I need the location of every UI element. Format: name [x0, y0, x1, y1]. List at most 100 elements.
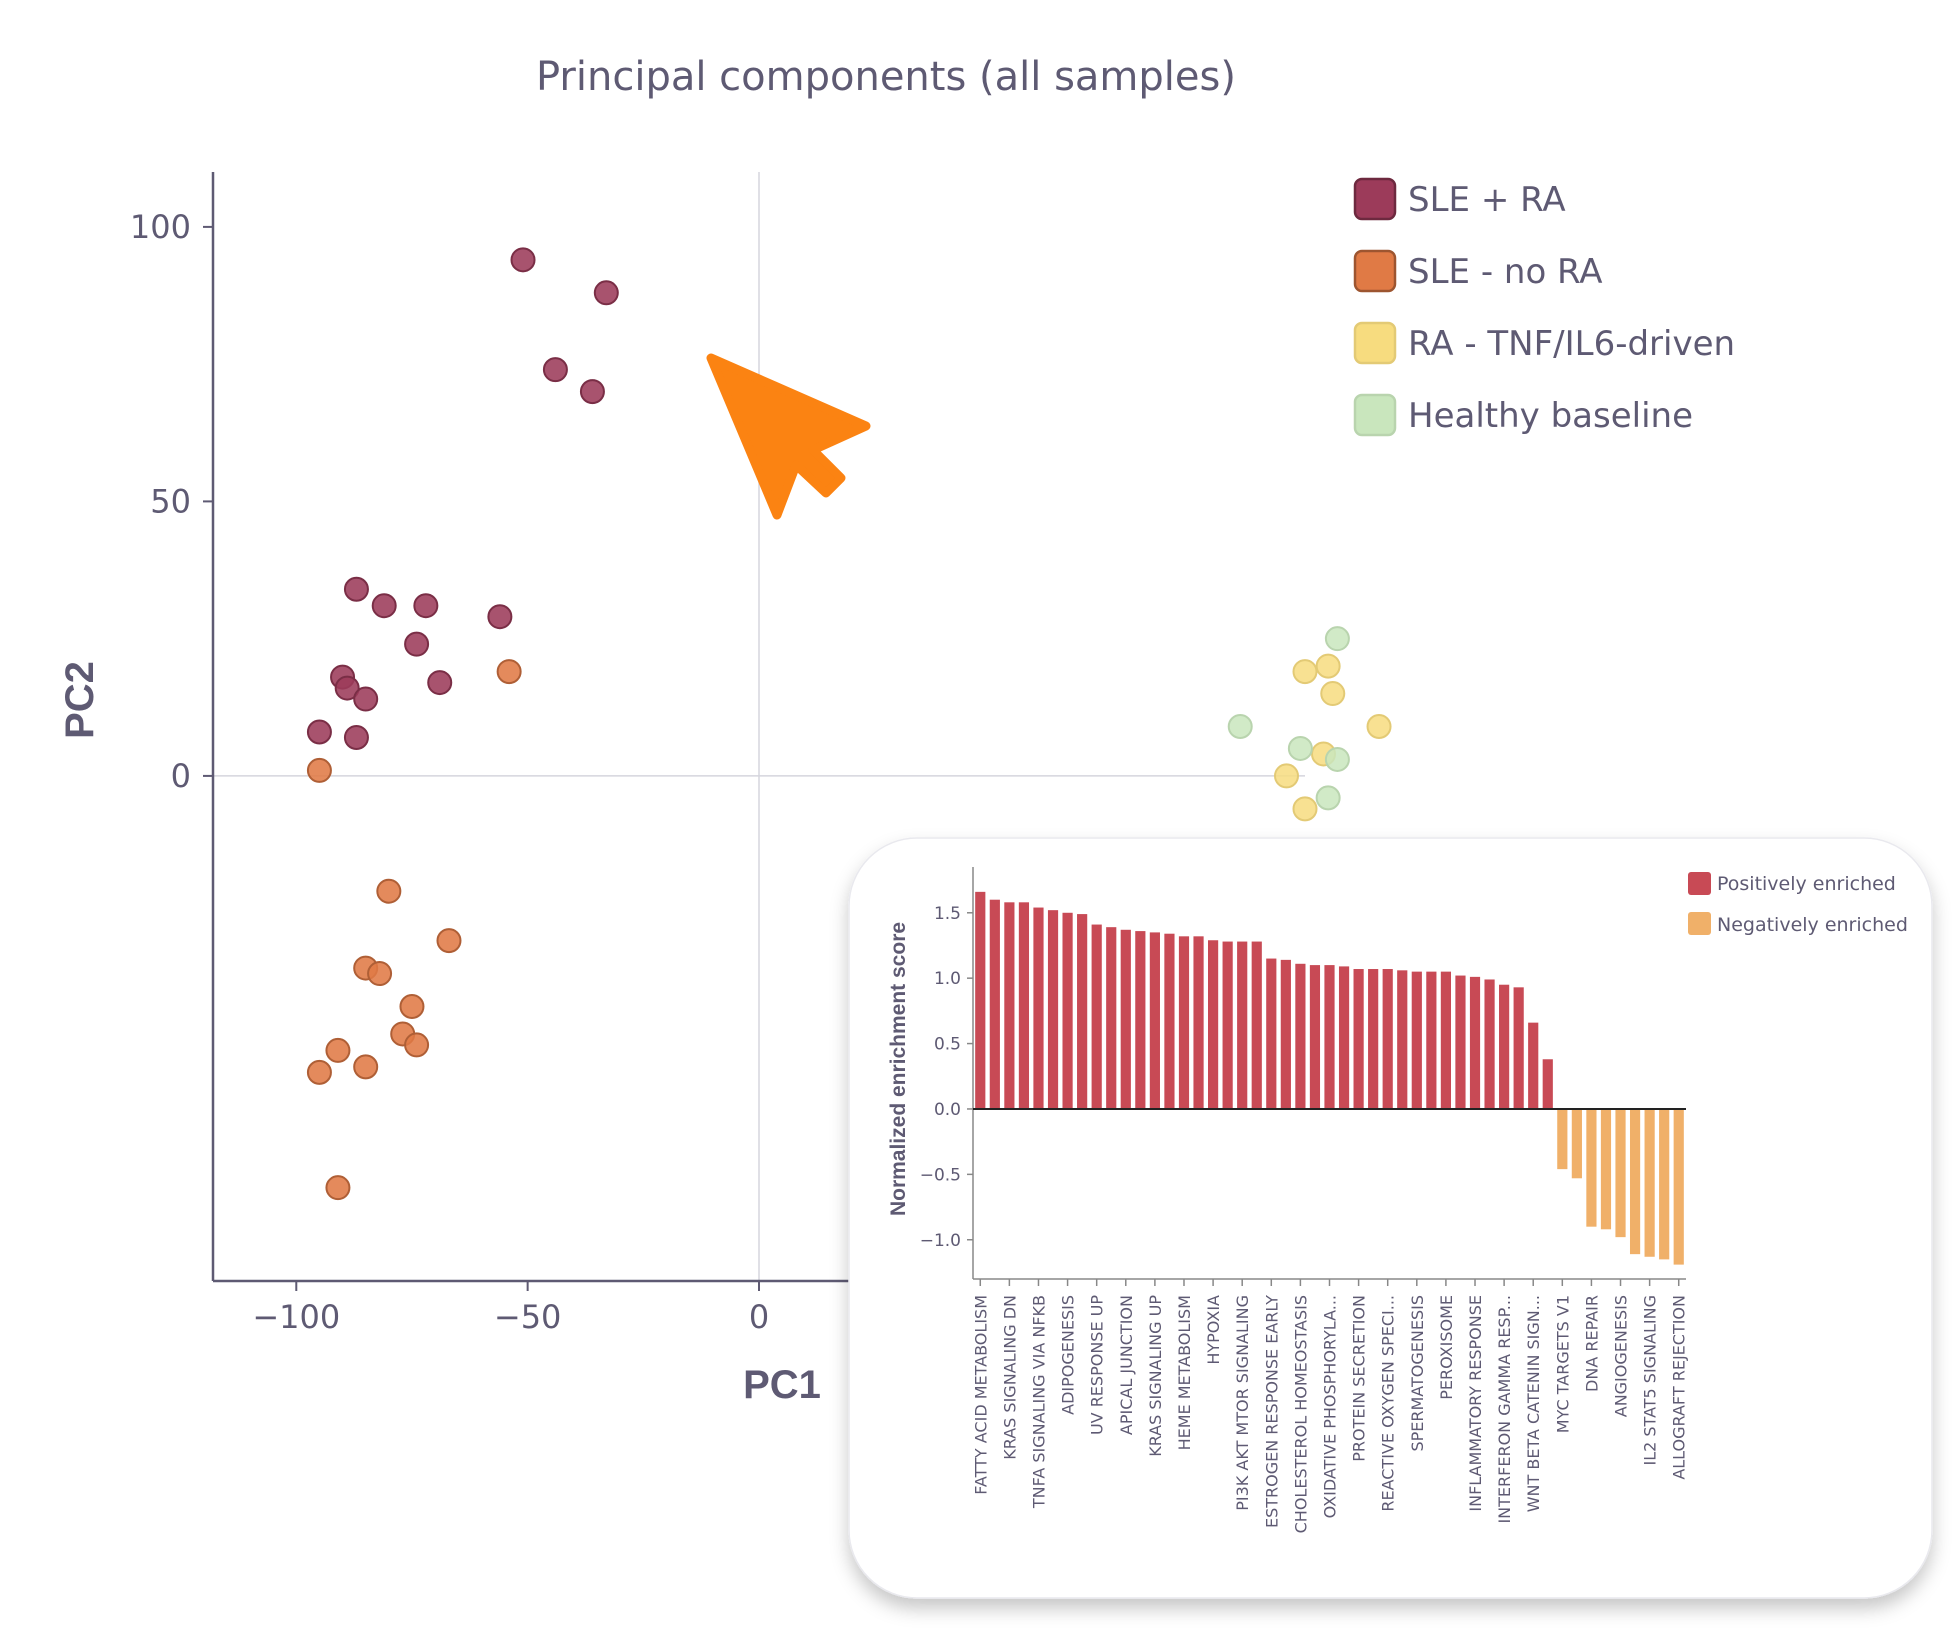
bar-negative	[1629, 1108, 1641, 1255]
enrichment-card: 1.5 1.0 0.5 0.0 −0.5 −1.0 FATTY ACID METABOLI…	[848, 837, 1933, 1599]
data-point	[1324, 746, 1350, 772]
data-point	[353, 1054, 379, 1080]
legend-label: Positively enriched	[1717, 873, 1896, 895]
legend-item-sle-no-ra[interactable]: SLE - no RA	[1353, 249, 1603, 293]
bar-negative	[1571, 1108, 1582, 1179]
bar-positive	[975, 891, 986, 1109]
bar-negative	[1600, 1108, 1612, 1230]
bar-positive	[1324, 965, 1335, 1109]
bar-x-tick-label: ESTROGEN RESPONSE EARLY	[1262, 1295, 1281, 1528]
pca-scatter-chart: Principal components (all samples) −100−…	[58, 54, 1735, 1407]
data-point	[306, 719, 332, 745]
bar-x-tick-label: FATTY ACID METABOLISM	[971, 1295, 990, 1495]
legend-swatch	[1688, 872, 1711, 895]
bar-positive	[1426, 971, 1437, 1109]
bar-x-tick-label: UV RESPONSE UP	[1088, 1295, 1107, 1435]
x-tick-label: −50	[494, 1298, 562, 1336]
bar-positive	[1469, 976, 1481, 1109]
data-point	[399, 993, 425, 1019]
data-point	[496, 659, 522, 685]
bar-positive	[1266, 958, 1277, 1109]
data-point	[367, 961, 393, 987]
x-axis-title: PC1	[743, 1363, 821, 1407]
bar-positive	[1397, 970, 1408, 1109]
data-point	[510, 247, 536, 273]
bar-x-axis-ticks: FATTY ACID METABOLISM KRAS SIGNALING DN TN…	[971, 1279, 1689, 1533]
legend-item-ra-tnf-il6[interactable]: RA - TNF/IL6-driven	[1353, 321, 1735, 365]
data-point	[306, 757, 332, 783]
bar-x-tick-label: WNT BETA CATENIN SIGN...	[1524, 1295, 1543, 1512]
bar-x-tick-label: KRAS SIGNALING DN	[1000, 1295, 1019, 1460]
bar-negative	[1586, 1108, 1597, 1227]
legend-item-healthy-baseline[interactable]: Healthy baseline	[1353, 393, 1693, 437]
data-point	[306, 1059, 332, 1085]
legend-swatch	[1353, 393, 1397, 437]
bar-x-tick-label: INFLAMMATORY RESPONSE	[1466, 1295, 1485, 1512]
data-point	[343, 724, 369, 750]
data-point	[1227, 714, 1253, 739]
bar-positive	[1091, 924, 1102, 1109]
data-point	[436, 928, 462, 954]
bars	[975, 891, 1684, 1265]
bar-x-tick-label: APICAL JUNCTION	[1117, 1295, 1136, 1435]
bar-y-tick-label: 1.5	[934, 904, 961, 924]
x-tick-label: −100	[252, 1298, 340, 1336]
legend-swatch	[1353, 321, 1397, 365]
y-tick-label: 50	[150, 482, 191, 520]
data-point	[1324, 626, 1350, 652]
data-point	[413, 593, 439, 619]
legend-item-negatively-enriched[interactable]: Negatively enriched	[1688, 912, 1908, 936]
data-point	[353, 686, 379, 712]
bar-positive	[1178, 936, 1190, 1109]
bar-positive	[1106, 927, 1117, 1109]
data-point	[427, 670, 453, 696]
legend-label: SLE + RA	[1408, 180, 1566, 220]
data-point	[1320, 681, 1346, 707]
bar-positive	[1033, 907, 1044, 1109]
data-point	[487, 604, 513, 630]
bar-positive	[1368, 969, 1379, 1109]
y-tick-label: 0	[171, 757, 191, 795]
legend-item-positively-enriched[interactable]: Positively enriched	[1688, 872, 1896, 895]
bar-x-tick-label: TNFA SIGNALING VIA NFKB	[1029, 1295, 1048, 1509]
bar-positive	[1528, 1022, 1539, 1109]
bar-y-axis-ticks: 1.5 1.0 0.5 0.0 −0.5 −1.0	[920, 904, 973, 1251]
x-tick-label: 0	[749, 1298, 769, 1336]
bar-positive	[989, 899, 1000, 1109]
legend-label: Negatively enriched	[1717, 914, 1908, 936]
cursor-arrow-icon	[706, 353, 871, 520]
data-point	[325, 1037, 351, 1063]
legend-swatch	[1688, 912, 1711, 935]
bar-positive	[1251, 941, 1262, 1109]
data-point	[1273, 763, 1299, 789]
bar-positive	[1513, 987, 1524, 1109]
bar-positive	[1164, 933, 1175, 1109]
bar-positive	[1222, 941, 1233, 1109]
bar-negative	[1557, 1108, 1568, 1170]
data-point	[404, 1032, 430, 1058]
bar-positive	[1047, 910, 1059, 1109]
bar-x-tick-label: DNA REPAIR	[1582, 1295, 1601, 1392]
bar-x-tick-label: SPERMATOGENESIS	[1408, 1295, 1427, 1452]
bar-x-tick-label: OXIDATIVE PHOSPHORYLA...	[1321, 1295, 1340, 1518]
bar-x-tick-label: REACTIVE OXYGEN SPECI...	[1379, 1295, 1398, 1512]
data-point	[1315, 785, 1341, 811]
legend-label: Healthy baseline	[1408, 396, 1693, 436]
legend-item-sle-ra[interactable]: SLE + RA	[1353, 177, 1566, 221]
bar-x-tick-label: HYPOXIA	[1204, 1295, 1223, 1365]
bar-negative	[1659, 1108, 1670, 1260]
bar-positive	[1440, 971, 1452, 1109]
bar-y-tick-label: −0.5	[920, 1165, 961, 1185]
data-point	[1366, 714, 1392, 739]
bar-x-tick-label: ALLOGRAFT REJECTION	[1670, 1295, 1689, 1480]
bar-x-tick-label: MYC TARGETS V1	[1553, 1295, 1572, 1433]
bar-positive	[1120, 929, 1131, 1109]
bar-legend: Positively enriched Negatively enriched	[1688, 872, 1908, 936]
series-1	[306, 659, 522, 1201]
data-points	[306, 247, 1392, 1201]
bar-x-tick-label: ADIPOGENESIS	[1059, 1295, 1078, 1415]
bar-positive	[1338, 966, 1350, 1109]
series-0	[306, 247, 619, 750]
bar-positive	[1484, 979, 1495, 1109]
